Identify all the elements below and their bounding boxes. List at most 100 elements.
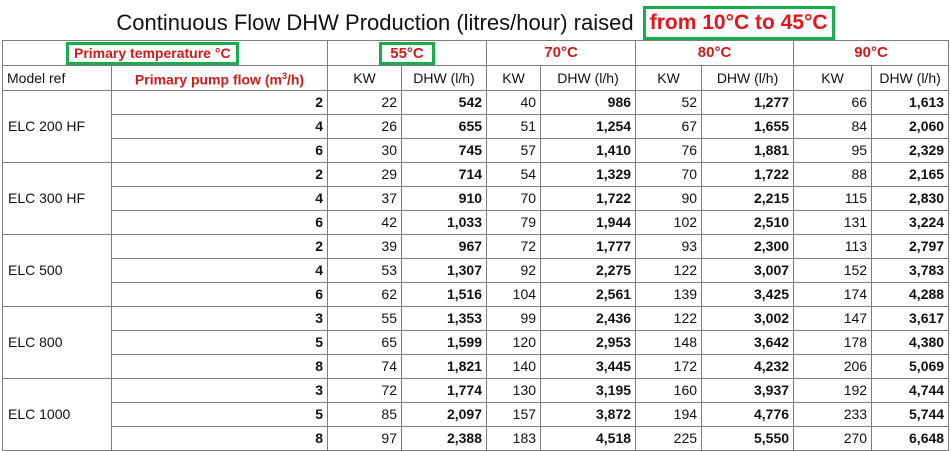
- kw-cell: 26: [327, 113, 402, 139]
- kw-cell: 54: [486, 161, 542, 187]
- pump-flow-cell: 5: [111, 401, 328, 427]
- pump-flow-cell: 6: [111, 209, 328, 235]
- temp-header-55: 55°C: [326, 40, 488, 66]
- kw-cell: 120: [486, 329, 542, 355]
- pump-flow-label-pre: Primary pump flow (m: [134, 71, 282, 88]
- dhw-cell: 1,410: [540, 137, 637, 163]
- dhw-cell: 1,777: [540, 233, 637, 259]
- kw-cell: 74: [327, 353, 402, 379]
- table-row: 6 30 745 57 1,410 76 1,881 95 2,329: [3, 137, 950, 163]
- kw-cell: 22: [327, 89, 402, 115]
- dhw-cell: 714: [400, 161, 488, 187]
- kw-cell: 174: [793, 281, 873, 307]
- pump-flow-cell: 4: [111, 257, 328, 283]
- kw-cell: 115: [793, 185, 873, 211]
- dhw-cell: 5,744: [871, 401, 950, 427]
- dhw-cell: 2,510: [701, 209, 795, 235]
- pump-flow-cell: 2: [111, 89, 328, 115]
- kw-cell: 66: [793, 89, 873, 115]
- kw-cell: 57: [486, 137, 542, 163]
- dhw-cell: 655: [400, 113, 488, 139]
- dhw-cell: 1,821: [400, 353, 488, 379]
- dhw-header-70: DHW (l/h): [540, 65, 637, 91]
- pump-flow-cell: 5: [111, 329, 328, 355]
- dhw-cell: 1,774: [400, 377, 488, 403]
- dhw-cell: 2,436: [540, 305, 637, 331]
- kw-cell: 270: [793, 425, 873, 451]
- dhw-cell: 2,300: [701, 233, 795, 259]
- kw-cell: 233: [793, 401, 873, 427]
- dhw-cell: 4,380: [871, 329, 950, 355]
- pump-flow-cell: 8: [111, 425, 328, 451]
- dhw-cell: 1,353: [400, 305, 488, 331]
- kw-cell: 225: [635, 425, 703, 451]
- kw-cell: 65: [327, 329, 402, 355]
- table-row: 8 74 1,821 140 3,445 172 4,232 206 5,069: [3, 353, 950, 379]
- temp-header-90: 90°C: [793, 40, 950, 66]
- table-row: 6 62 1,516 104 2,561 139 3,425 174 4,288: [3, 281, 950, 307]
- temp-header-80: 80°C: [635, 40, 795, 66]
- kw-cell: 55: [327, 305, 402, 331]
- kw-cell: 104: [486, 281, 542, 307]
- kw-cell: 88: [793, 161, 873, 187]
- dhw-cell: 3,195: [540, 377, 637, 403]
- table-row: 8 97 2,388 183 4,518 225 5,550 270 6,648: [3, 425, 950, 451]
- table-row: 4 37 910 70 1,722 90 2,215 115 2,830: [3, 185, 950, 211]
- table-row: ELC 200 HF 2 22 542 40 986 52 1,277 66 1,613: [2, 89, 950, 163]
- kw-cell: 37: [327, 185, 402, 211]
- dhw-cell: 4,744: [871, 377, 950, 403]
- primary-temperature-label: Primary temperature °C: [66, 41, 239, 65]
- dhw-cell: 3,937: [701, 377, 795, 403]
- kw-cell: 84: [793, 113, 873, 139]
- dhw-cell: 1,329: [540, 161, 637, 187]
- dhw-cell: 3,002: [701, 305, 795, 331]
- kw-cell: 70: [635, 161, 703, 187]
- dhw-cell: 2,797: [871, 233, 950, 259]
- pump-flow-cell: 8: [111, 353, 328, 379]
- kw-cell: 39: [327, 233, 402, 259]
- dhw-cell: 3,224: [871, 209, 950, 235]
- table-row: 4 26 655 51 1,254 67 1,655 84 2,060: [3, 113, 950, 139]
- temperature-header-row: Primary temperature °C 55°C 70°C 80°C 90…: [2, 40, 950, 66]
- dhw-cell: 2,097: [400, 401, 488, 427]
- kw-cell: 67: [635, 113, 703, 139]
- kw-cell: 113: [793, 233, 873, 259]
- dhw-table: Primary temperature °C 55°C 70°C 80°C 90…: [2, 40, 950, 451]
- dhw-cell: 1,944: [540, 209, 637, 235]
- kw-cell: 139: [635, 281, 703, 307]
- dhw-cell: 1,307: [400, 257, 488, 283]
- dhw-cell: 2,165: [871, 161, 950, 187]
- dhw-cell: 4,232: [701, 353, 795, 379]
- dhw-cell: 2,830: [871, 185, 950, 211]
- kw-cell: 172: [635, 353, 703, 379]
- table-row: ELC 500 2 39 967 72 1,777 93 2,300 113 2,797: [2, 233, 950, 307]
- kw-cell: 192: [793, 377, 873, 403]
- pump-flow-cell: 6: [111, 137, 328, 163]
- dhw-cell: 6,648: [871, 425, 950, 451]
- model-ref-header: Model ref: [2, 65, 112, 91]
- pump-flow-label-post: /h): [286, 71, 305, 88]
- pump-flow-label-sup: 3: [281, 71, 287, 81]
- kw-cell: 131: [793, 209, 873, 235]
- dhw-cell: 910: [400, 185, 488, 211]
- dhw-cell: 3,872: [540, 401, 637, 427]
- kw-cell: 85: [327, 401, 402, 427]
- table-row: ELC 800 3 55 1,353 99 2,436 122 3,002 147 3,617: [2, 305, 950, 379]
- dhw-cell: 542: [400, 89, 488, 115]
- kw-cell: 95: [793, 137, 873, 163]
- kw-cell: 30: [327, 137, 402, 163]
- dhw-cell: 2,329: [871, 137, 950, 163]
- pump-flow-cell: 2: [111, 233, 328, 259]
- pump-flow-cell: 3: [111, 377, 328, 403]
- dhw-cell: 3,617: [871, 305, 950, 331]
- kw-cell: 52: [635, 89, 703, 115]
- kw-cell: 147: [793, 305, 873, 331]
- kw-cell: 178: [793, 329, 873, 355]
- kw-cell: 160: [635, 377, 703, 403]
- kw-cell: 72: [327, 377, 402, 403]
- kw-header-70: KW: [486, 65, 542, 91]
- dhw-cell: 1,516: [400, 281, 488, 307]
- sheet-title: Continuous Flow DHW Production (litres/h…: [0, 6, 951, 41]
- model-ref-cell: ELC 1000: [2, 377, 112, 451]
